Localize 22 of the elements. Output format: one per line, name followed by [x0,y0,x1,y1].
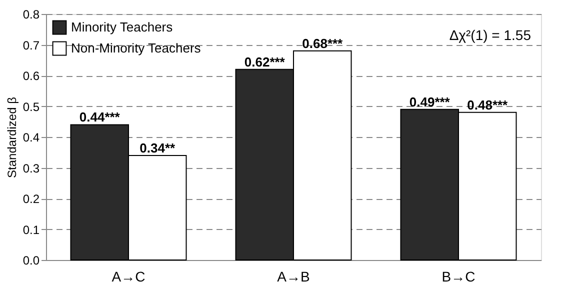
y-tick-label: 0.3 [22,161,40,176]
x-tick-label: A→B [277,268,310,284]
y-tick-label: 0.6 [22,69,40,83]
data-label: 0.48*** [467,97,509,112]
annotation: Δχ²(1) = 1.55 [449,27,532,43]
x-tick-label: B→C [442,268,476,284]
y-tick-label: 0.7 [22,38,40,52]
y-tick-label: 0.4 [22,130,40,144]
y-axis-title: Standardized β [4,96,19,178]
y-tick-label: 0.0 [22,254,40,268]
data-label: 0.62*** [244,54,286,70]
data-label: 0.68*** [302,36,344,51]
legend-label: Minority Teachers [71,20,174,34]
y-tick-label: 0.5 [22,100,40,114]
data-label: 0.49*** [409,94,451,110]
data-label: 0.44*** [79,110,121,125]
x-tick-label: A→C [112,268,146,284]
y-tick-label: 0.8 [22,8,40,22]
legend-label: Non-Minority Teachers [71,40,202,56]
y-tick-label: 0.1 [22,222,40,237]
y-tick-label: 0.2 [22,192,40,206]
data-label: 0.34** [140,140,176,156]
